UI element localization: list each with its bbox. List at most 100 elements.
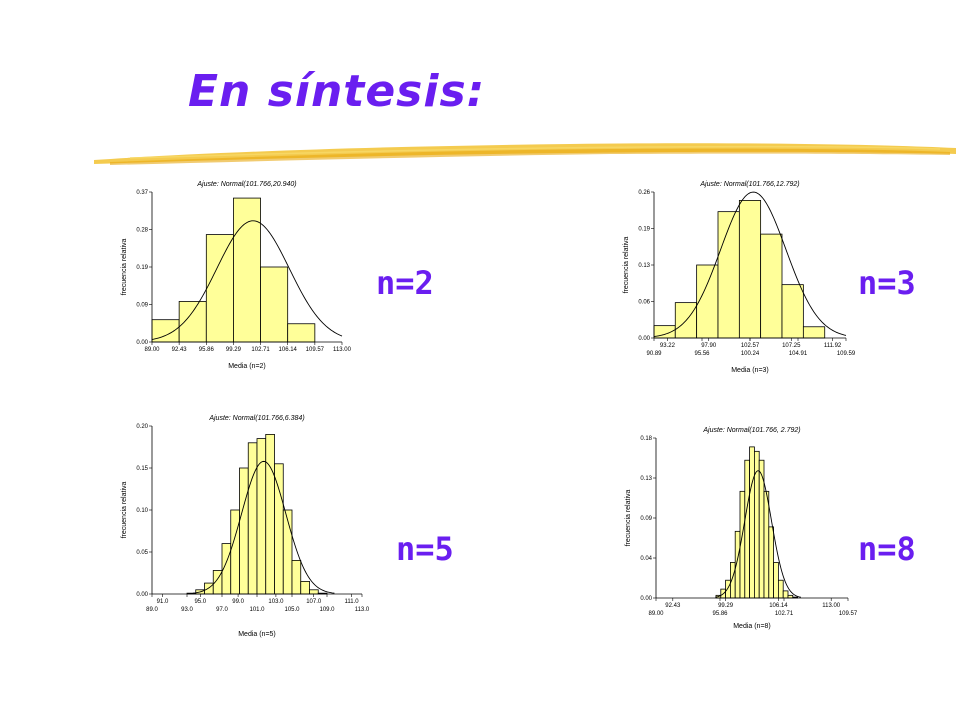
- y-tick-label: 0.19: [638, 227, 650, 233]
- x-tick-label: 89.00: [648, 611, 664, 617]
- y-tick-label: 0.37: [136, 190, 148, 196]
- histogram-bar: [787, 594, 794, 599]
- x-tick-label: 106.14: [279, 347, 298, 353]
- fit-legend-label: Ajuste: Normal(101.766,20.940): [196, 181, 296, 188]
- x-tick-label: 93.0: [181, 607, 193, 613]
- histogram-bar: [725, 579, 731, 599]
- x-tick-label: 92.43: [172, 347, 188, 353]
- histogram-bar: [233, 197, 261, 343]
- y-tick-label: 0.00: [640, 596, 652, 602]
- histogram-n8: 0.00 0.04 0.09 0.13 0.18 92.43 99.29 106.14 113.…: [625, 427, 858, 630]
- x-tick-label: 103.0: [268, 599, 284, 605]
- x-tick-label: 97.90: [701, 343, 717, 349]
- y-tick-label: 0.09: [136, 303, 148, 309]
- normal-fit-curve: [715, 470, 801, 598]
- histogram-bar: [291, 559, 302, 595]
- y-tick-label: 0.15: [136, 466, 148, 472]
- fit-legend-label: Ajuste: Normal(101.766,6.384): [208, 415, 304, 422]
- fit-legend-label: Ajuste: Normal(101.766, 2.792): [702, 427, 800, 434]
- histogram-bar: [274, 463, 284, 595]
- histogram-bar: [309, 589, 319, 595]
- x-tick-label: 113.00: [333, 347, 352, 353]
- histogram-bar: [782, 590, 789, 599]
- y-tick-label: 0.04: [640, 556, 652, 562]
- x-tick-label: 101.0: [249, 607, 265, 613]
- x-tick-label: 113.0: [355, 607, 370, 613]
- histogram-bar: [205, 234, 234, 343]
- y-tick-label: 0.20: [136, 424, 148, 430]
- y-tick-label: 0.18: [640, 436, 652, 442]
- histogram-bar: [749, 446, 755, 599]
- x-tick-label: 104.91: [789, 351, 808, 357]
- x-tick-label: 102.71: [251, 347, 270, 353]
- histogram-bar: [230, 509, 240, 595]
- x-tick-label: 95.86: [199, 347, 215, 353]
- x-tick-label: 100.24: [741, 351, 760, 357]
- x-tick-label: 99.29: [718, 603, 734, 609]
- x-tick-label: 89.00: [144, 347, 160, 353]
- x-tick-label: 95.0: [194, 599, 206, 605]
- decorative-brush-rule: [94, 143, 956, 165]
- x-axis-label: Media (n=3): [731, 367, 769, 374]
- x-tick-label: 109.59: [837, 351, 856, 357]
- x-tick-label: 102.71: [775, 611, 794, 617]
- y-tick-label: 0.00: [136, 592, 148, 598]
- fit-legend-label: Ajuste: Normal(101.766,12.792): [699, 181, 799, 188]
- histogram-n2: 0.00 0.09 0.19 0.28 0.37 89.00 92.43 95.86 99.29…: [121, 181, 352, 370]
- x-tick-label: 111.0: [344, 599, 359, 605]
- histogram-bar: [781, 284, 804, 339]
- y-tick-label: 0.28: [136, 228, 148, 234]
- x-tick-label: 102.57: [741, 343, 760, 349]
- histogram-bar: [773, 562, 779, 599]
- x-tick-label: 106.14: [769, 603, 788, 609]
- x-tick-label: 113.00: [822, 603, 841, 609]
- histogram-bar: [247, 442, 258, 595]
- y-axis-label: frecuencia relativa: [625, 489, 632, 546]
- sample-size-label-n8: n=8: [858, 530, 916, 568]
- x-tick-label: 105.0: [284, 607, 300, 613]
- sample-size-label-n2: n=2: [376, 264, 434, 302]
- x-tick-label: 107.0: [306, 599, 322, 605]
- y-tick-label: 0.26: [638, 190, 650, 196]
- y-tick-label: 0.19: [136, 265, 148, 271]
- normal-fit-curve: [653, 191, 847, 338]
- histogram-n3: 0.00 0.06 0.13 0.19 0.26 93.22 97.90 102.57 107.…: [623, 181, 856, 374]
- histogram-bar: [763, 490, 770, 599]
- y-tick-label: 0.00: [638, 336, 650, 342]
- x-tick-label: 99.0: [232, 599, 244, 605]
- histogram-bar: [265, 433, 275, 595]
- histogram-n5: 0.00 0.05 0.10 0.15 0.20 91.0 95.0 99.0 103.0 107…: [121, 415, 370, 638]
- sample-size-label-n5: n=5: [396, 530, 454, 568]
- histogram-bar: [287, 323, 316, 343]
- histogram-bar: [178, 301, 207, 343]
- y-tick-label: 0.09: [640, 516, 652, 522]
- y-axis-label: frecuencia relativa: [623, 236, 630, 293]
- histogram-bar: [760, 233, 783, 339]
- x-tick-label: 89.0: [146, 607, 158, 613]
- x-tick-label: 93.22: [660, 343, 676, 349]
- x-tick-label: 99.29: [226, 347, 242, 353]
- sample-size-label-n3: n=3: [858, 264, 916, 302]
- histogram-bar: [696, 264, 719, 339]
- x-tick-label: 91.0: [157, 599, 169, 605]
- histogram-bar: [768, 526, 775, 599]
- histogram-bar: [802, 326, 826, 339]
- y-tick-label: 0.13: [640, 476, 652, 482]
- histogram-bar: [260, 266, 289, 343]
- x-tick-label: 109.57: [306, 347, 325, 353]
- x-tick-label: 95.86: [712, 611, 728, 617]
- x-tick-label: 111.92: [824, 343, 842, 349]
- x-axis-label: Media (n=8): [733, 623, 771, 630]
- x-tick-label: 90.89: [646, 351, 662, 357]
- x-axis-label: Media (n=5): [238, 631, 276, 638]
- x-tick-label: 107.25: [782, 343, 801, 349]
- y-tick-label: 0.05: [136, 550, 148, 556]
- x-axis-label: Media (n=2): [228, 363, 266, 370]
- x-tick-label: 95.56: [694, 351, 710, 357]
- normal-fit-curve: [151, 220, 343, 340]
- histogram-bar: [300, 580, 310, 595]
- histogram-bar: [282, 509, 293, 595]
- y-axis-label: frecuencia relativa: [121, 238, 128, 295]
- y-tick-label: 0.10: [136, 508, 148, 514]
- x-tick-label: 97.0: [216, 607, 228, 613]
